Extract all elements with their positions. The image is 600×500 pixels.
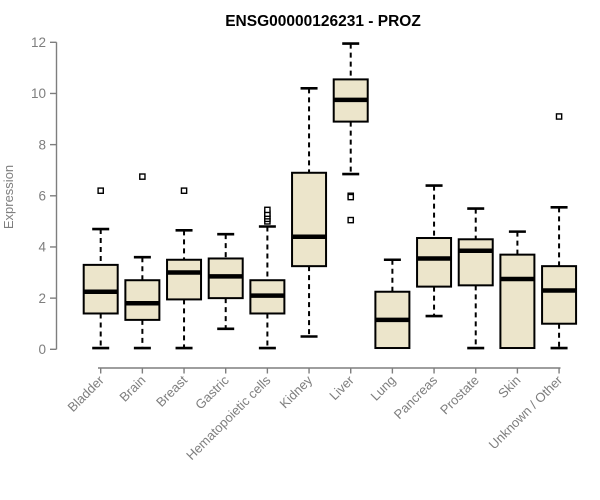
- x-tick-label: Kidney: [276, 372, 315, 411]
- y-axis-title: Expression: [1, 165, 16, 229]
- y-tick-label: 4: [38, 240, 46, 255]
- outlier-point: [347, 193, 355, 201]
- outlier-point: [139, 173, 146, 180]
- x-tick-label: Unknown / Other: [486, 372, 566, 452]
- y-tick-label: 0: [38, 342, 46, 357]
- x-tick-label: Bladder: [65, 372, 108, 415]
- x-tick-label: Brain: [116, 373, 148, 405]
- box-kidney: [291, 87, 328, 338]
- outlier-point: [97, 187, 104, 194]
- box-liver: [332, 42, 369, 224]
- y-axis: 0 2 4 6 8 10 12: [31, 35, 58, 357]
- iqr-box: [541, 265, 578, 325]
- outlier-point: [264, 206, 271, 214]
- box-hematopoietic-cells: [249, 206, 286, 350]
- y-tick-label: 10: [31, 86, 46, 101]
- x-tick-label: Gastric: [192, 372, 232, 412]
- x-tick-label: Lung: [367, 373, 398, 404]
- box-bladder: [82, 187, 119, 350]
- chart-title: ENSG00000126231 - PROZ: [225, 13, 421, 30]
- iqr-box: [166, 258, 203, 301]
- iqr-box: [291, 171, 328, 268]
- y-tick-label: 8: [38, 137, 46, 152]
- x-tick-label: Pancreas: [391, 372, 441, 422]
- outlier-point: [180, 187, 188, 194]
- y-tick-label: 2: [38, 291, 46, 306]
- box-skin: [499, 230, 536, 350]
- x-tick-label: Liver: [326, 372, 357, 403]
- x-tick-label: Prostate: [437, 373, 482, 418]
- box-unknown-other: [541, 113, 578, 350]
- iqr-box: [124, 279, 161, 321]
- box-brain: [124, 173, 161, 350]
- box-prostate: [457, 207, 494, 350]
- plot-area: [82, 42, 578, 350]
- x-tick-label: Skin: [495, 373, 523, 401]
- box-breast: [166, 187, 203, 350]
- y-tick-label: 12: [31, 35, 46, 50]
- box-pancreas: [416, 184, 453, 318]
- outlier-point: [347, 216, 355, 224]
- x-tick-label: Breast: [153, 372, 190, 409]
- y-tick-label: 6: [38, 189, 46, 204]
- iqr-box: [82, 263, 119, 315]
- box-lung: [374, 258, 411, 350]
- iqr-box: [457, 238, 494, 287]
- outlier-point: [555, 113, 563, 120]
- iqr-box: [416, 237, 453, 288]
- iqr-box: [499, 253, 536, 350]
- box-gastric: [207, 232, 244, 331]
